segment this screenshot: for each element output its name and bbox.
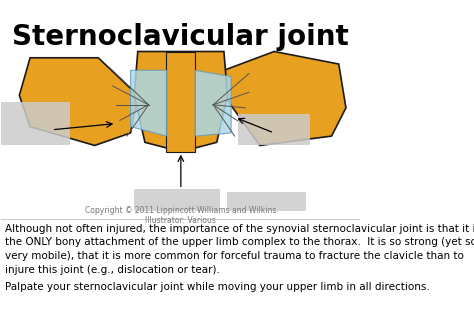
FancyBboxPatch shape xyxy=(1,102,70,145)
Polygon shape xyxy=(224,52,346,145)
Polygon shape xyxy=(19,58,138,145)
Polygon shape xyxy=(166,52,195,152)
FancyBboxPatch shape xyxy=(238,114,310,145)
Text: Sternoclavicular joint: Sternoclavicular joint xyxy=(12,23,349,51)
Text: Palpate your sternoclavicular joint while moving your upper limb in all directio: Palpate your sternoclavicular joint whil… xyxy=(5,282,430,292)
FancyBboxPatch shape xyxy=(134,189,220,211)
Polygon shape xyxy=(134,52,228,152)
FancyBboxPatch shape xyxy=(228,192,307,211)
Text: Copyright © 2011 Lippincott Williams and Wilkins
Illustrator: Various: Copyright © 2011 Lippincott Williams and… xyxy=(85,206,276,225)
Text: Although not often injured, the importance of the synovial sternoclavicular join: Although not often injured, the importan… xyxy=(5,224,474,275)
Polygon shape xyxy=(131,70,166,136)
Polygon shape xyxy=(195,70,231,136)
